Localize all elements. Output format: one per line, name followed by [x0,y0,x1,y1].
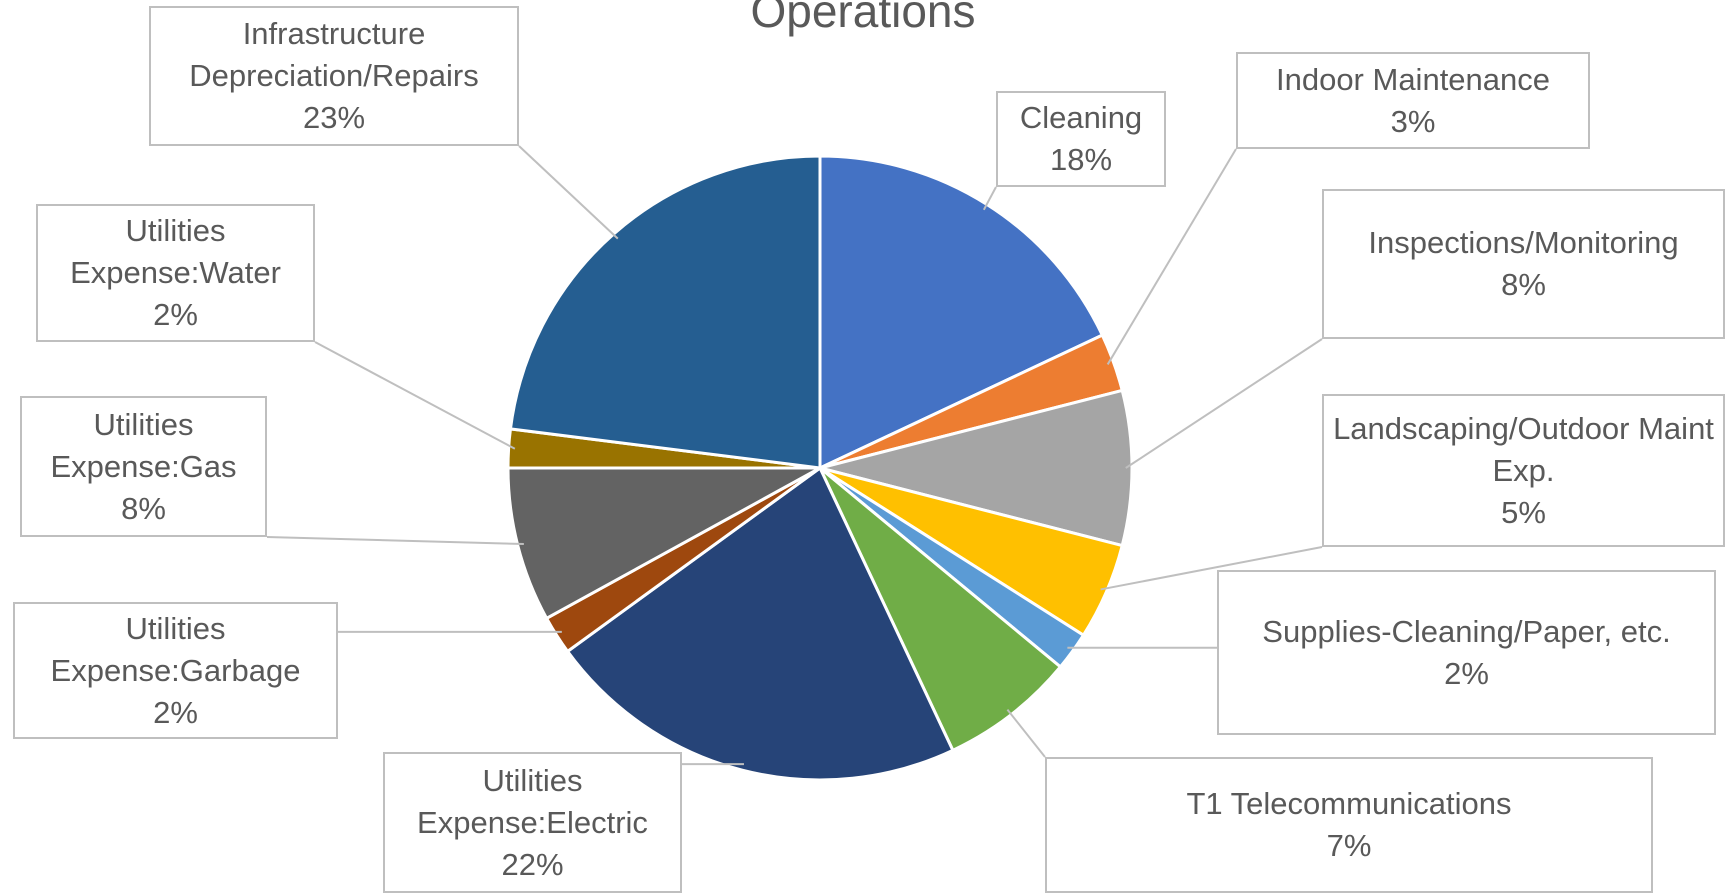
data-label: Cleaning 18% [996,91,1166,187]
leader-line [314,341,516,450]
category-label: Supplies-Cleaning/Paper, etc. [1262,613,1671,649]
leader-line [1125,338,1323,469]
leader-line [518,145,619,240]
data-label: Utilities Expense:Garbage 2% [13,602,338,739]
category-label: Utilities Expense:Electric [417,762,648,840]
pie-slice [506,466,821,621]
data-label: Landscaping/Outdoor Maint Exp. 5% [1322,394,1725,547]
pie-slice [508,154,822,470]
value-label: 2% [1444,655,1489,691]
value-label: 18% [1049,142,1113,177]
data-label: Supplies-Cleaning/Paper, etc. 2% [1217,570,1716,735]
value-label: 2% [153,694,198,730]
value-label: 3% [1390,103,1436,139]
data-label: Utilities Expense:Water 2% [36,204,315,342]
value-label: 2% [153,297,198,332]
leader-line [266,536,524,546]
value-label: 22% [501,846,564,882]
value-label: 5% [1501,494,1546,530]
category-label: Utilities Expense:Garbage [50,610,301,688]
pie-slice [565,465,955,782]
value-label: 8% [1501,267,1546,302]
leader-line [1106,148,1237,365]
data-label: Infrastructure Depreciation/Repairs 23% [149,6,519,146]
category-label: Inspections/Monitoring [1368,225,1679,260]
value-label: 23% [302,100,366,135]
chart-title: Operations [750,0,976,37]
value-label: 8% [121,490,166,526]
pie-slice [819,388,1134,548]
data-label: Indoor Maintenance 3% [1236,52,1590,149]
category-label: Utilities Expense:Gas [50,406,237,484]
category-label: Infrastructure Depreciation/Repairs [189,16,479,93]
leader-line [1006,708,1046,758]
data-label: T1 Telecommunications 7% [1045,757,1653,893]
data-label: Utilities Expense:Gas 8% [20,396,267,537]
category-label: Landscaping/Outdoor Maint Exp. [1333,410,1714,488]
data-label: Utilities Expense:Electric 22% [383,752,682,893]
category-label: Indoor Maintenance [1275,61,1551,97]
data-label: Inspections/Monitoring 8% [1322,189,1725,339]
value-label: 7% [1326,828,1372,863]
category-label: Utilities Expense:Water [70,213,281,290]
leader-line [1100,546,1323,591]
category-label: Cleaning [1019,100,1143,135]
category-label: T1 Telecommunications [1186,786,1512,821]
leader-line [982,186,997,211]
